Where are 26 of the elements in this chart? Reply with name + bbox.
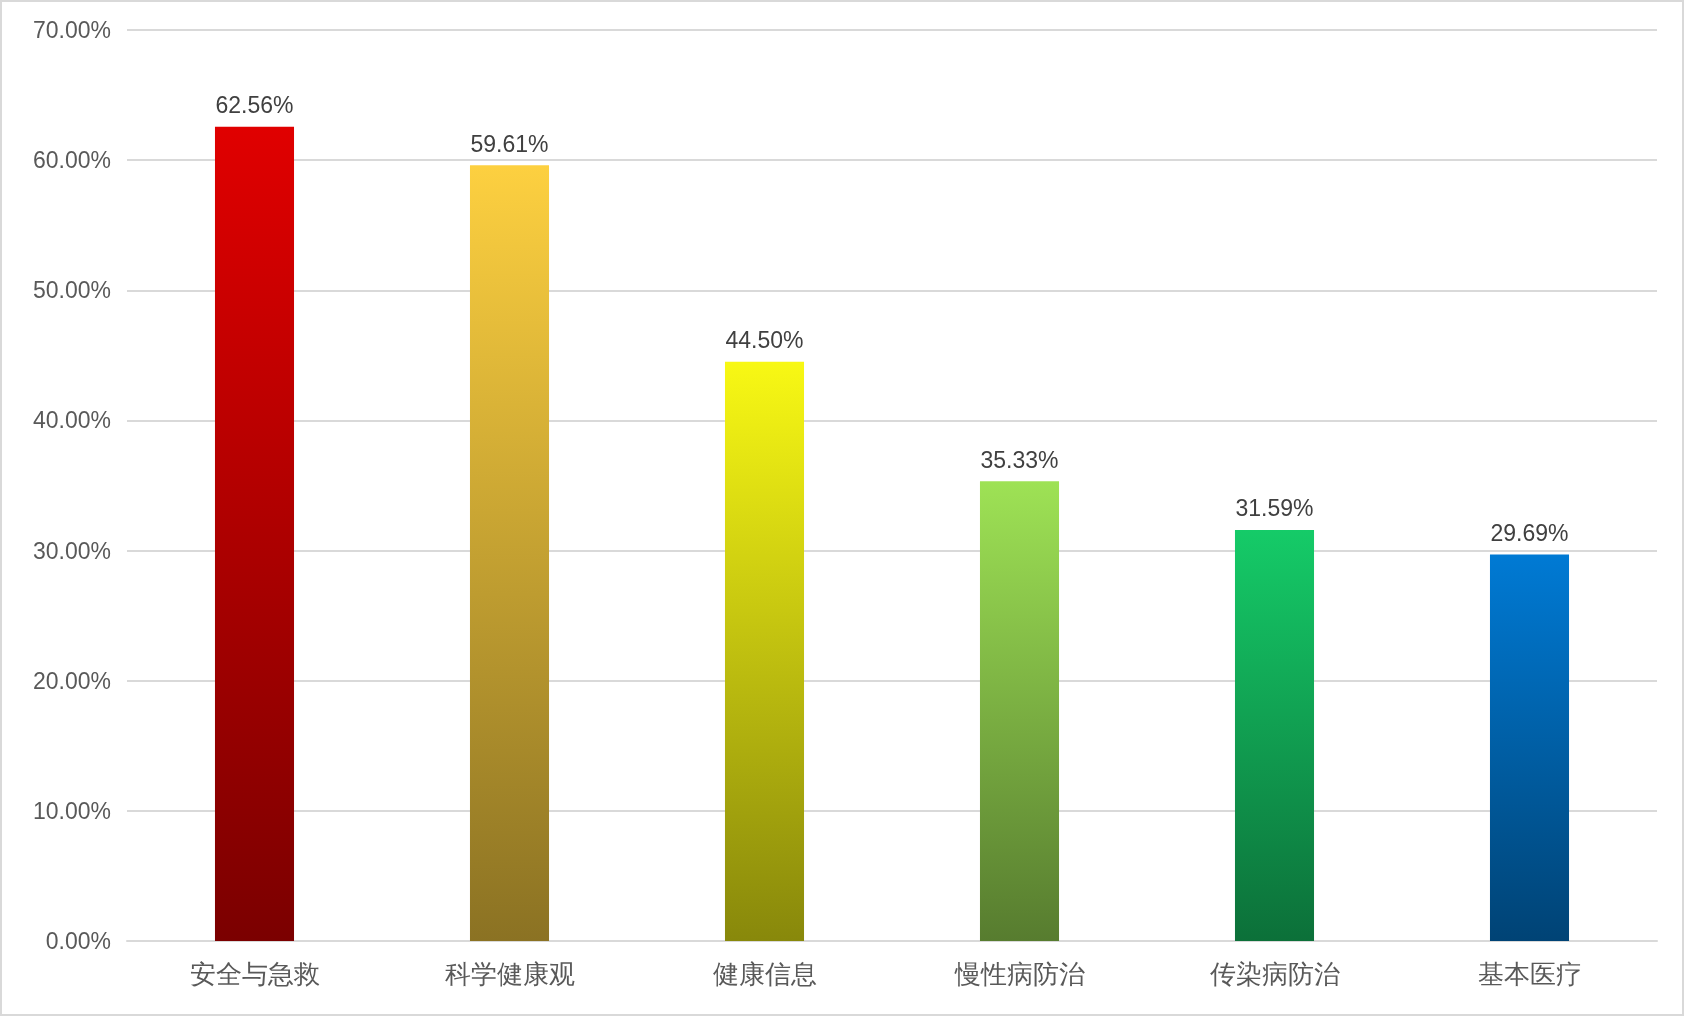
data-label: 62.56% <box>215 92 294 119</box>
bar <box>979 481 1060 941</box>
y-tick-label: 20.00% <box>32 667 111 694</box>
bar <box>1234 529 1315 941</box>
y-tick-label: 0.00% <box>45 928 111 954</box>
data-label: 29.69% <box>1490 520 1569 547</box>
x-tick-label: 基本医疗 <box>1477 959 1582 989</box>
x-tick-label: 慢性病防治 <box>953 959 1085 989</box>
bar <box>1489 554 1570 941</box>
bar <box>469 165 550 941</box>
y-tick-label: 70.00% <box>32 17 111 43</box>
bar <box>724 361 805 941</box>
x-tick-label: 安全与急救 <box>189 959 320 989</box>
data-label: 35.33% <box>980 446 1059 473</box>
x-tick-label: 传染病防治 <box>1209 959 1340 989</box>
y-tick-label: 10.00% <box>32 797 111 824</box>
data-label: 59.61% <box>470 130 549 157</box>
y-tick-label: 60.00% <box>32 147 111 174</box>
y-tick-label: 50.00% <box>32 277 111 304</box>
y-tick-label: 30.00% <box>32 537 111 564</box>
data-label: 44.50% <box>725 327 804 354</box>
x-tick-label: 科学健康观 <box>444 959 575 989</box>
data-label: 31.59% <box>1235 495 1314 522</box>
y-tick-label: 40.00% <box>32 407 111 434</box>
bar <box>214 126 295 941</box>
x-tick-label: 健康信息 <box>712 959 817 989</box>
